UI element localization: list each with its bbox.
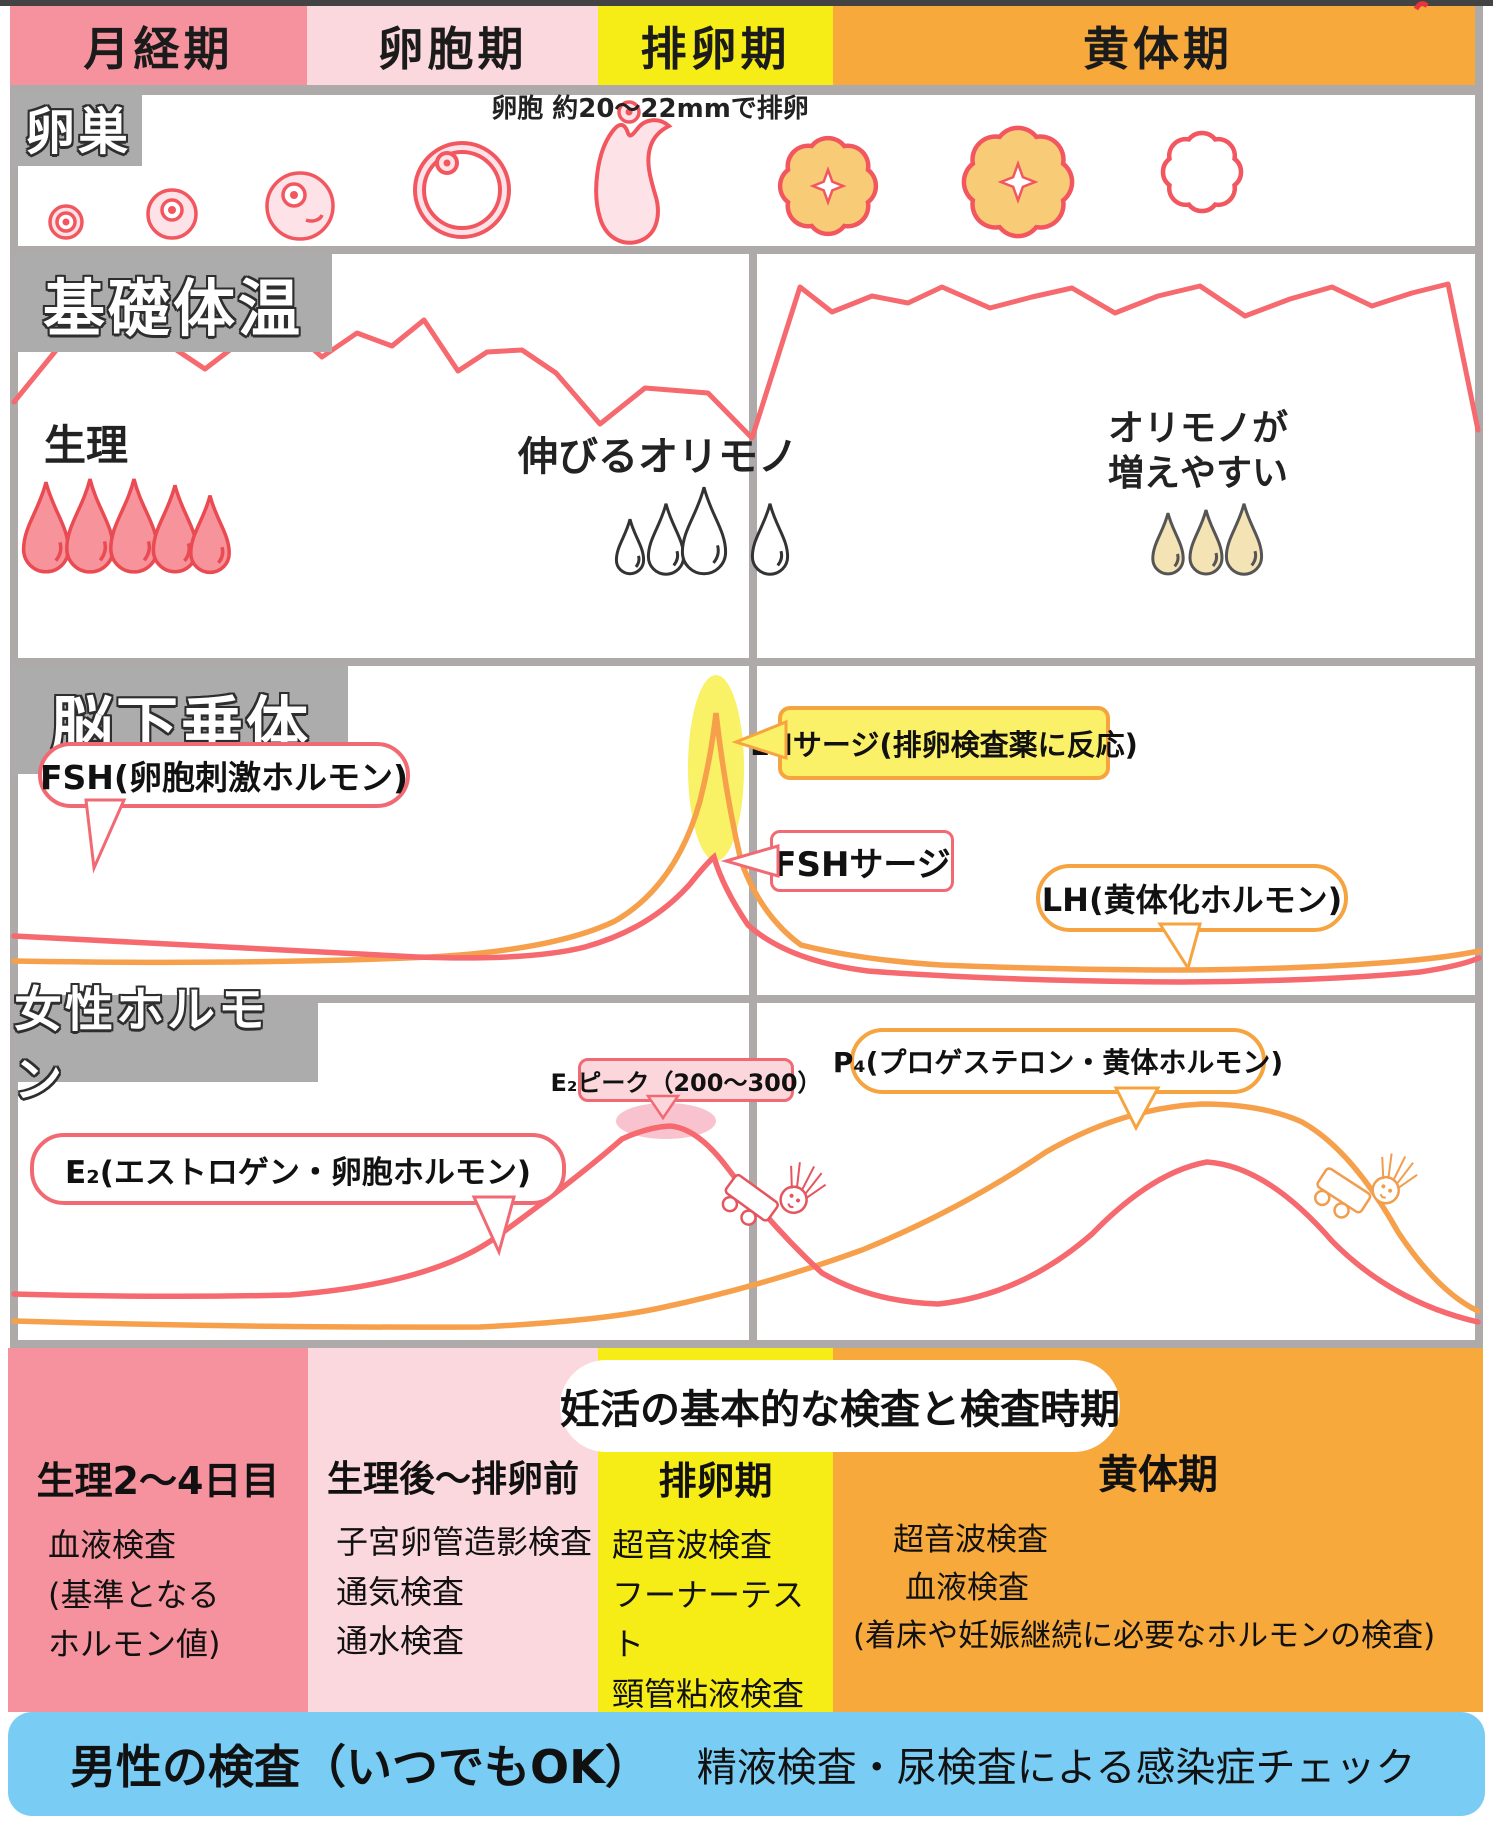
label-text: 生理 xyxy=(44,421,129,470)
test-column-heading: 排卵期 xyxy=(658,1459,773,1503)
bubble-text: E₂ピーク（200〜300） xyxy=(550,1068,822,1097)
discharge-increase-label: オリモノが 増えやすい xyxy=(1108,406,1288,496)
male-tests-footer: 男性の検査（いつでもOK） 精液検査・尿検査による感染症チェック xyxy=(8,1712,1485,1816)
phase-label: 卵胞期 xyxy=(377,21,528,76)
phase-label: 月経期 xyxy=(83,21,234,76)
test-column-follicular: 生理後〜排卵前 子宮卵管造影検査 通気検査 通水検査 xyxy=(308,1348,598,1712)
bubble-text: P₄(プロゲステロン・黄体ホルモン) xyxy=(832,1046,1284,1079)
tests-title-text: 妊活の基本的な検査と検査時期 xyxy=(560,1387,1120,1433)
test-item: 子宮卵管造影検査 xyxy=(336,1523,593,1561)
phase-header-ovulation: 排卵期 xyxy=(598,6,833,85)
phase-header-follicular: 卵胞期 xyxy=(307,6,598,85)
follicle-size-note-text: 卵胞 約20〜22mmで排卵 xyxy=(491,94,809,124)
test-item: 血液検査 xyxy=(905,1570,1029,1607)
test-item: 超音波検査 xyxy=(612,1526,773,1564)
bubble-text: FSH(卵胞刺激ホルモン) xyxy=(39,758,409,797)
section-label-hormones: 女性ホルモン xyxy=(14,982,318,1108)
p4-label-bubble: P₄(プロゲステロン・黄体ホルモン) xyxy=(833,1028,1283,1094)
e2-peak-bubble: E₂ピーク（200〜300） xyxy=(550,1058,822,1102)
label-text-line2: 増えやすい xyxy=(1108,453,1289,494)
fsh-surge-bubble: FSHサージ xyxy=(770,830,954,892)
label-text-line1: オリモノが xyxy=(1108,408,1289,449)
phase-header-menstrual: 月経期 xyxy=(10,6,307,85)
male-tests-detail: 精液検査・尿検査による感染症チェック xyxy=(696,1745,1416,1791)
male-tests-label: 男性の検査（いつでもOK） xyxy=(70,1740,651,1794)
bubble-text: E₂(エストロゲン・卵胞ホルモン) xyxy=(64,1154,532,1191)
section-label-text: 卵巣 xyxy=(25,103,131,161)
test-column-menstrual: 生理2〜4日目 血液検査 (基準となる ホルモン値) xyxy=(8,1348,308,1712)
test-item: (着床や妊娠継続に必要なホルモンの検査) xyxy=(853,1618,1436,1655)
test-column-heading: 黄体期 xyxy=(1098,1452,1218,1498)
divider-chart-bottom xyxy=(10,1340,1483,1348)
section-label-bbt: 基礎体温 xyxy=(14,254,332,352)
bubble-text: LHサージ(排卵検査薬に反応) xyxy=(750,728,1138,762)
section-label-ovary: 卵巣 xyxy=(14,90,142,166)
test-item: (基準となる xyxy=(48,1575,220,1614)
bubble-text: FSHサージ xyxy=(773,844,951,885)
top-border-line xyxy=(0,0,1493,6)
label-text: 伸びるオリモノ xyxy=(518,434,798,480)
bubble-text: LH(黄体化ホルモン) xyxy=(1041,881,1343,919)
test-column-heading: 生理後〜排卵前 xyxy=(326,1459,579,1500)
divider-bbt-pituitary xyxy=(10,658,1483,666)
phase-header-luteal: 黄体期 xyxy=(833,6,1483,85)
divider-header-bottom xyxy=(10,85,1483,95)
menstruation-label: 生理 xyxy=(44,412,128,473)
test-item: 頸管粘液検査 xyxy=(612,1674,805,1713)
lh-label-bubble: LH(黄体化ホルモン) xyxy=(1036,864,1348,932)
frame-right xyxy=(1475,0,1483,1348)
stretchy-discharge-label: 伸びるオリモノ xyxy=(518,424,798,482)
phase-label: 排卵期 xyxy=(640,21,791,76)
section-label-text: 基礎体温 xyxy=(42,272,303,345)
test-item: 超音波検査 xyxy=(893,1522,1048,1558)
divider-pituitary-hormones xyxy=(10,995,1483,1003)
test-item: ホルモン値) xyxy=(48,1625,221,1664)
lh-surge-bubble: LHサージ(排卵検査薬に反応) xyxy=(750,706,1138,780)
tests-title: 妊活の基本的な検査と検査時期 xyxy=(560,1360,1120,1452)
test-item: 血液検査 xyxy=(48,1526,177,1564)
test-item: フーナーテスト xyxy=(612,1575,805,1664)
section-label-text: 女性ホルモン xyxy=(14,982,270,1108)
fsh-label-bubble: FSH(卵胞刺激ホルモン) xyxy=(38,742,410,808)
test-item: 通水検査 xyxy=(336,1622,465,1661)
divider-ovary-bbt xyxy=(10,246,1483,254)
test-column-heading: 生理2〜4日目 xyxy=(36,1459,280,1503)
test-item: 通気検査 xyxy=(336,1572,465,1611)
phase-label: 黄体期 xyxy=(1083,21,1233,76)
ovulation-divider-line xyxy=(749,254,757,1340)
e2-label-bubble: E₂(エストロゲン・卵胞ホルモン) xyxy=(30,1133,566,1205)
follicle-size-note: 卵胞 約20〜22mmで排卵 xyxy=(460,88,840,125)
